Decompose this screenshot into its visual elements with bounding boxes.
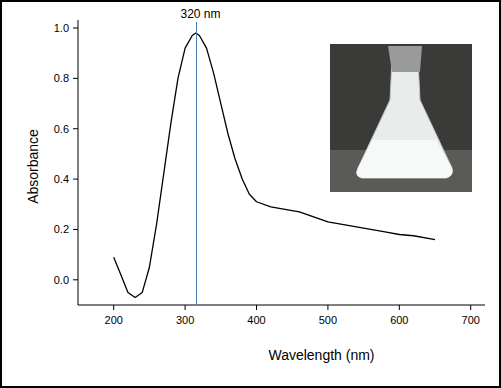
- y-tick-label: 1.0: [54, 22, 69, 34]
- photo-bg: [330, 44, 472, 192]
- inset-photo: [330, 44, 472, 192]
- x-tick-label: 300: [176, 314, 194, 326]
- x-tick: [399, 305, 400, 310]
- y-tick-label: 0.6: [54, 123, 69, 135]
- x-tick-label: 200: [105, 314, 123, 326]
- y-tick-label: 0.8: [54, 72, 69, 84]
- chart: 200 300 400 500 600 700 0.0 0.2 0.4 0.6 0.8 1.0 Wave…: [0, 0, 501, 388]
- y-tick: [73, 229, 78, 230]
- photo-liquid: [357, 140, 453, 178]
- x-tick: [470, 305, 471, 310]
- photo-foil: [388, 46, 422, 72]
- x-tick: [327, 305, 328, 310]
- y-tick-label: 0.2: [54, 223, 69, 235]
- x-tick: [256, 305, 257, 310]
- y-tick: [73, 279, 78, 280]
- photo-flask: [357, 60, 453, 178]
- y-axis: [78, 20, 79, 305]
- plot-area: [114, 33, 435, 297]
- y-tick: [73, 179, 78, 180]
- x-tick-label: 700: [462, 314, 480, 326]
- x-tick: [185, 305, 186, 310]
- x-tick: [113, 305, 114, 310]
- y-tick: [73, 128, 78, 129]
- x-axis: [78, 305, 485, 306]
- x-tick-label: 500: [319, 314, 337, 326]
- x-tick-label: 400: [247, 314, 265, 326]
- y-tick: [73, 28, 78, 29]
- y-tick-label: 0.4: [54, 173, 69, 185]
- y-axis-label: Absorbance: [25, 129, 41, 204]
- annotation-line: [196, 22, 197, 305]
- y-tick: [73, 78, 78, 79]
- frame: [1, 1, 500, 387]
- spectrum-line: [114, 33, 435, 297]
- annotation-label: 320 nm: [181, 7, 221, 21]
- x-tick-label: 600: [390, 314, 408, 326]
- x-axis-label: Wavelength (nm): [268, 347, 374, 363]
- y-tick-label: 0.0: [54, 274, 69, 286]
